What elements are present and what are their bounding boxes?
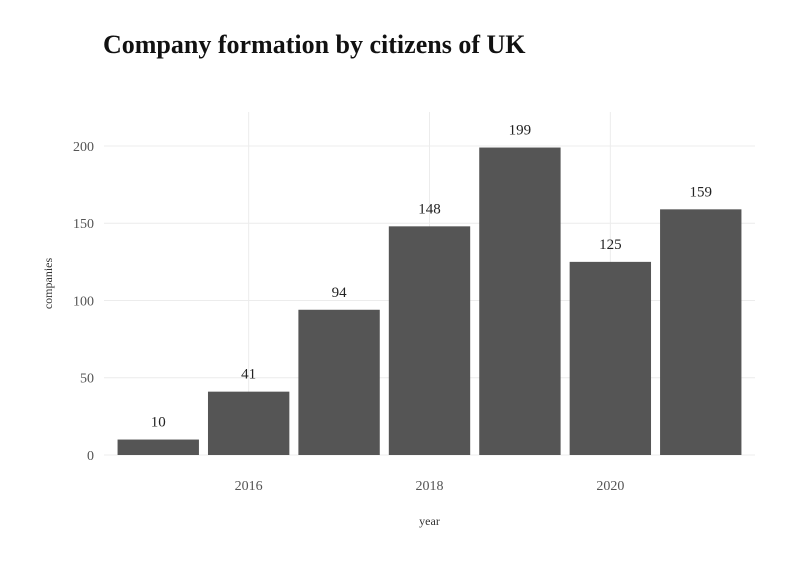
data-label-2015: 10 [151,415,166,431]
bar-2018 [388,226,471,455]
bar-2019 [479,147,561,455]
x-axis-label: year [419,514,440,528]
data-label-2020: 125 [599,237,622,253]
data-label-2021: 159 [690,184,713,200]
bars-layer [117,147,742,455]
bar-2021 [660,209,742,455]
data-labels-layer: 10 41 94 148 199 125 159 [151,123,712,431]
data-label-2018: 148 [418,201,441,217]
x-tick-label: 2020 [596,479,624,494]
data-label-2016: 41 [241,367,256,383]
y-axis-label: companies [41,258,55,310]
y-axis-ticks: 0 50 100 150 200 [73,140,94,464]
y-tick-label: 0 [87,449,94,464]
chart-title: Company formation by citizens of UK [103,30,526,59]
x-tick-label: 2016 [235,479,263,494]
y-tick-label: 150 [73,217,94,232]
bar-2020 [569,261,652,455]
y-tick-label: 100 [73,294,94,309]
bar-2015 [117,439,199,455]
data-label-2019: 199 [509,123,532,139]
data-label-2017: 94 [332,285,348,301]
bar-2016 [207,391,290,455]
y-tick-label: 50 [80,372,94,387]
x-axis-ticks: 2016 2018 2020 [235,479,625,494]
y-tick-label: 200 [73,140,94,155]
x-tick-label: 2018 [416,479,444,494]
bar-2017 [298,309,380,455]
